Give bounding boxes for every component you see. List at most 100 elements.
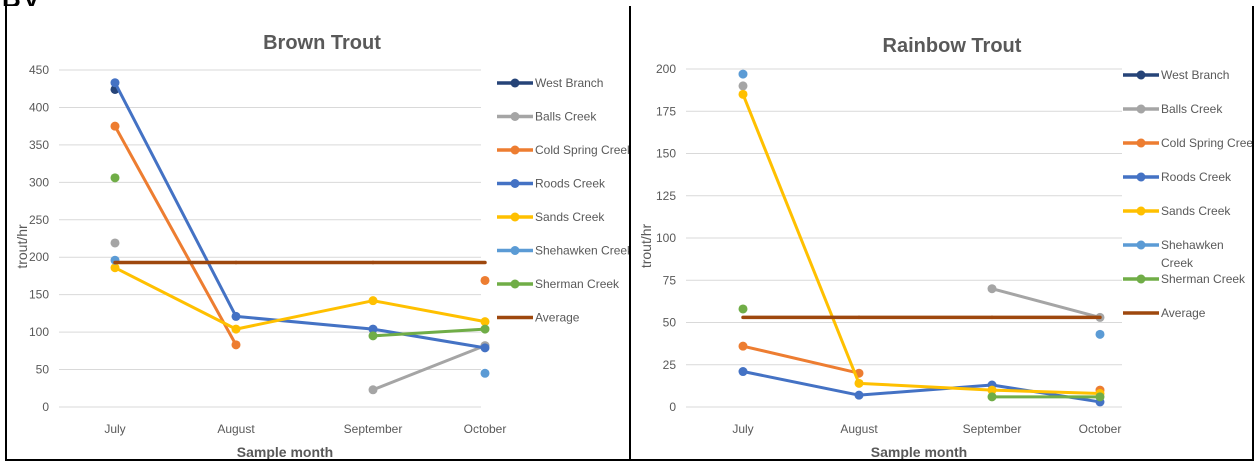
rainbow-x-axis-title: Sample month: [871, 444, 967, 459]
rainbow-legend-item-sands-creek: Sands Creek: [1123, 204, 1231, 218]
brown-line-segment-sands-creek: [371, 299, 487, 324]
rainbow-x-tick-september: September: [963, 422, 1022, 436]
rainbow-y-tick-label: 25: [663, 358, 677, 372]
rainbow-point-sands-creek-july: [738, 89, 748, 99]
rainbow-legend-item-cold-spring-creek: Cold Spring Creek: [1123, 136, 1252, 150]
rainbow-series-sherman-creek: [738, 304, 1105, 402]
brown-line-segment-roods-creek: [371, 327, 487, 350]
brown-y-tick-label: 300: [29, 175, 49, 189]
brown-legend-label-roods-creek: Roods Creek: [535, 177, 606, 191]
rainbow-y-tick-label: 100: [656, 231, 676, 245]
rainbow-legend-item-roods-creek: Roods Creek: [1123, 170, 1232, 184]
rainbow-legend-label-balls-creek: Balls Creek: [1161, 102, 1223, 116]
brown-series-roods-creek: [110, 78, 490, 353]
rainbow-chart-title: Rainbow Trout: [883, 35, 1022, 57]
rainbow-x-tick-october: October: [1079, 422, 1122, 436]
rainbow-point-sherman-creek-september: [987, 392, 997, 402]
rainbow-legend-marker-cold-spring-creek: [1136, 138, 1146, 148]
rainbow-series-sands-creek: [738, 89, 1105, 398]
rainbow-legend-item-average: Average: [1123, 306, 1206, 320]
rainbow-point-roods-creek-august: [854, 390, 864, 400]
brown-point-roods-creek-august: [231, 311, 241, 321]
rainbow-legend-label-shehawken-creek: Shehawken Creek: [1161, 238, 1224, 270]
brown-line-segment-roods-creek: [113, 81, 238, 318]
brown-y-tick-label: 50: [36, 363, 50, 377]
brown-trout-chart: Brown Trout 0 50 100 150 200 250 300 350 400 450 Ju…: [14, 32, 629, 459]
brown-line-segment-cold-spring-creek: [113, 124, 238, 347]
rainbow-legend-marker-sands-creek: [1136, 206, 1146, 216]
brown-line-segment-sands-creek: [234, 299, 375, 331]
rainbow-point-balls-creek-july: [738, 81, 748, 91]
rainbow-line-segment-sands-creek: [741, 92, 861, 385]
brown-legend-label-balls-creek: Balls Creek: [535, 110, 597, 124]
rainbow-point-balls-creek-september: [987, 284, 997, 294]
brown-x-tick-september: September: [344, 422, 403, 436]
rainbow-legend-marker-sherman-creek: [1136, 274, 1146, 284]
rainbow-legend-marker-roods-creek: [1136, 172, 1146, 182]
brown-x-tick-july: July: [104, 422, 125, 436]
rainbow-line-segment-roods-creek: [990, 383, 1102, 404]
brown-point-shehawken-creek-october: [480, 368, 490, 378]
rainbow-y-tick-label: 125: [656, 189, 676, 203]
brown-legend-item-cold-spring-creek: Cold Spring Creek: [497, 143, 629, 157]
brown-line-segment-sands-creek: [113, 266, 238, 331]
brown-point-roods-creek-september: [368, 324, 378, 334]
rainbow-point-cold-spring-creek-july: [738, 341, 748, 351]
rainbow-point-shehawken-creek-july: [738, 69, 748, 79]
brown-legend-marker-roods-creek: [510, 179, 520, 188]
rainbow-y-tick-label: 150: [656, 147, 676, 161]
rainbow-legend-marker-shehawken-creek: [1136, 240, 1146, 250]
brown-point-cold-spring-creek-july: [110, 121, 120, 131]
brown-y-tick-label: 150: [29, 288, 49, 302]
brown-point-cold-spring-creek-august: [231, 340, 241, 350]
brown-legend-label-sands-creek: Sands Creek: [535, 210, 605, 224]
header-fragment-1: B: [2, 0, 21, 6]
brown-legend-item-sands-creek: Sands Creek: [497, 210, 605, 224]
brown-point-sherman-creek-july: [110, 173, 120, 183]
brown-point-sands-creek-october: [480, 317, 490, 327]
brown-legend-label-shehawken-creek: Shehawken Creek: [535, 244, 629, 258]
brown-point-roods-creek-october: [480, 343, 490, 353]
brown-legend-marker-sherman-creek: [510, 279, 520, 289]
rainbow-legend-label-average: Average: [1161, 306, 1206, 320]
rainbow-line-segment-cold-spring-creek: [741, 344, 861, 375]
brown-legend-label-average: Average: [535, 311, 580, 325]
rainbow-legend-label-roods-creek: Roods Creek: [1161, 170, 1232, 184]
rainbow-legend-item-west-branch: West Branch: [1123, 68, 1229, 82]
brown-y-tick-label: 200: [29, 250, 49, 264]
brown-line-segment-roods-creek: [234, 314, 375, 331]
rainbow-point-shehawken-creek-october: [1095, 329, 1105, 339]
rainbow-line-segment-roods-creek: [741, 370, 861, 397]
brown-chart-title: Brown Trout: [263, 32, 381, 54]
brown-legend-item-sherman-creek: Sherman Creek: [497, 277, 620, 291]
rainbow-point-sherman-creek-october: [1095, 392, 1105, 402]
rainbow-y-tick-label: 200: [656, 62, 676, 76]
brown-trout-chart-panel: Brown Trout 0 50 100 150 200 250 300 350 400 450 Ju…: [5, 6, 631, 461]
rainbow-legend-marker-balls-creek: [1136, 104, 1146, 114]
brown-legend-item-west-branch: West Branch: [497, 76, 603, 90]
brown-x-tick-october: October: [464, 422, 507, 436]
rainbow-y-axis-title: trout/hr: [638, 223, 654, 268]
brown-y-tick-label: 450: [29, 63, 49, 77]
rainbow-point-sands-creek-august: [854, 378, 864, 388]
brown-point-sands-creek-august: [231, 324, 241, 334]
clipped-header-text: B y: [0, 0, 1255, 6]
brown-point-sands-creek-july: [110, 263, 120, 273]
rainbow-y-tick-label: 175: [656, 104, 676, 118]
header-fragment-2: y: [24, 0, 38, 6]
brown-legend-item-shehawken-creek: Shehawken Creek: [497, 244, 629, 258]
rainbow-line-segment-sands-creek: [857, 381, 994, 392]
brown-legend-marker-shehawken-creek: [510, 246, 520, 255]
rainbow-legend-marker-west-branch: [1136, 70, 1146, 80]
rainbow-series-balls-creek: [738, 81, 1105, 322]
rainbow-legend-label-sherman-creek: Sherman Creek: [1161, 272, 1246, 286]
brown-legend-marker-balls-creek: [510, 112, 520, 121]
rainbow-y-tick-label: 0: [669, 400, 676, 414]
rainbow-legend-item-sherman-creek: Sherman Creek: [1123, 272, 1246, 286]
brown-y-axis-title: trout/hr: [14, 224, 30, 269]
brown-legend-label-sherman-creek: Sherman Creek: [535, 277, 620, 291]
rainbow-legend-item-balls-creek: Balls Creek: [1123, 102, 1223, 116]
brown-y-tick-label: 250: [29, 213, 49, 227]
brown-legend-item-average: Average: [497, 311, 580, 325]
rainbow-y-tick-label: 75: [663, 273, 677, 287]
